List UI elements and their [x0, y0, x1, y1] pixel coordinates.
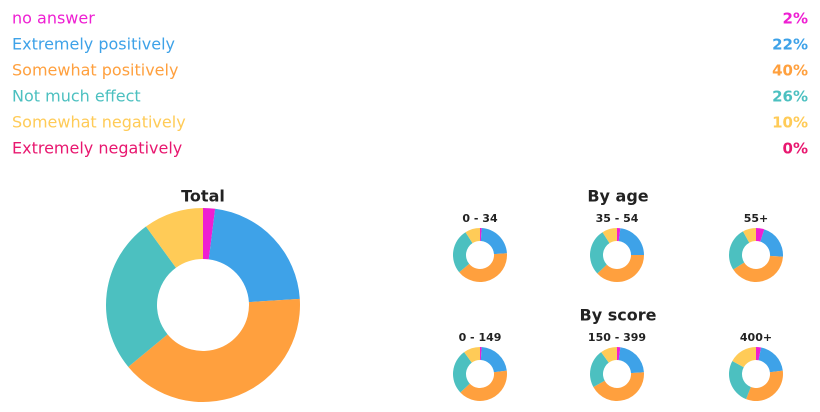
legend-label: Somewhat positively — [12, 61, 178, 80]
donut-slice — [590, 352, 609, 388]
donut-slice — [460, 370, 507, 402]
donut-title: 55+ — [744, 212, 769, 225]
legend-label: Extremely positively — [12, 35, 175, 54]
donut-slice — [145, 208, 203, 268]
donut-slice — [480, 347, 507, 373]
donut-title: 0 - 34 — [462, 212, 498, 225]
donut-slice — [597, 255, 644, 282]
donut-title: 400+ — [740, 331, 772, 344]
donut-slice — [453, 232, 473, 273]
donut-slice — [618, 347, 644, 374]
donut-slice — [453, 352, 472, 393]
donut-slice — [756, 228, 765, 242]
donut-slice — [617, 228, 621, 242]
donut-slice — [480, 228, 507, 255]
donut-slice — [733, 255, 783, 282]
legend-value: 2% — [783, 10, 808, 28]
donut-slice — [208, 208, 300, 303]
legend-value: 40% — [772, 62, 808, 80]
legend-value: 22% — [772, 36, 808, 54]
donut-slice — [464, 347, 480, 363]
donut-title: 150 - 399 — [588, 331, 646, 344]
donut-slice — [756, 347, 762, 361]
donut-slice — [617, 347, 621, 361]
donut-slice — [590, 232, 610, 274]
donut-slice — [732, 347, 756, 368]
donut-slice — [746, 370, 784, 401]
donut-slice — [602, 228, 617, 244]
legend-value: 0% — [783, 140, 808, 158]
donut-slice — [601, 347, 617, 363]
donut-title: 35 - 54 — [596, 212, 639, 225]
donut-slice — [128, 298, 300, 402]
legend-label: Extremely negatively — [12, 139, 182, 158]
legend-label: no answer — [12, 9, 95, 28]
donut-slice — [729, 231, 750, 270]
chart-title: Total — [181, 187, 225, 206]
donut-slice — [459, 253, 507, 282]
donut-slice — [618, 228, 644, 255]
group-title: By age — [587, 187, 648, 206]
legend-label: Somewhat negatively — [12, 113, 186, 132]
donut-slice — [480, 228, 482, 242]
legend-label: Not much effect — [12, 87, 141, 106]
donut-slice — [105, 226, 176, 367]
donut-slice — [593, 372, 644, 401]
donut-title: 0 - 149 — [459, 331, 502, 344]
legend-value: 26% — [772, 88, 808, 106]
group-title: By score — [580, 306, 657, 325]
donut-slice — [760, 229, 783, 257]
donut-slice — [729, 360, 751, 400]
donut-slice — [203, 208, 216, 260]
donut-slice — [758, 347, 783, 373]
donut-slice — [480, 347, 482, 361]
donut-slice — [742, 228, 756, 243]
legend-value: 10% — [772, 114, 808, 132]
donut-slice — [465, 228, 480, 244]
